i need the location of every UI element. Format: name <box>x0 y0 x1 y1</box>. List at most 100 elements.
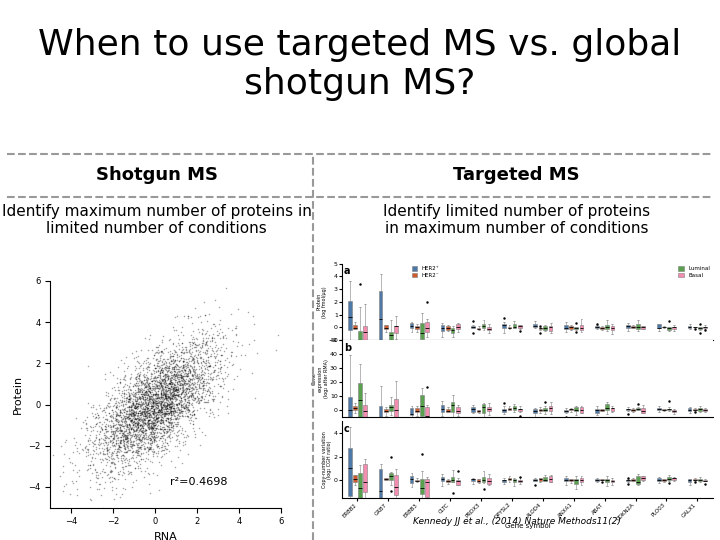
Point <box>99 406 110 415</box>
Point <box>144 415 156 424</box>
Point <box>148 390 159 399</box>
Point <box>162 416 174 425</box>
Point <box>114 421 126 430</box>
Point <box>181 360 193 368</box>
Point <box>145 388 156 396</box>
Point <box>159 416 171 424</box>
Point <box>122 403 133 411</box>
Point <box>92 474 104 483</box>
Point <box>116 417 127 426</box>
Point <box>126 397 138 406</box>
PathPatch shape <box>642 326 645 329</box>
Point <box>202 397 213 406</box>
Point <box>91 420 102 428</box>
Point <box>150 363 161 372</box>
Point <box>215 382 226 390</box>
Point <box>91 427 103 435</box>
Point <box>136 387 148 396</box>
Point <box>159 383 171 391</box>
Point <box>179 366 191 374</box>
Point <box>142 407 153 415</box>
Point <box>114 438 126 447</box>
Point <box>171 361 183 369</box>
Point <box>222 323 233 332</box>
PathPatch shape <box>477 410 480 412</box>
Point <box>135 379 147 388</box>
Point <box>165 346 176 355</box>
Point <box>158 366 169 374</box>
Point <box>137 363 148 372</box>
Point <box>141 363 153 372</box>
Point <box>107 482 118 491</box>
Point <box>102 401 113 410</box>
Point <box>141 404 153 413</box>
Point <box>130 407 142 415</box>
Point <box>164 353 176 362</box>
Point <box>140 411 151 420</box>
Point <box>151 442 163 450</box>
Point <box>83 444 94 453</box>
Point <box>174 406 185 414</box>
Point <box>214 363 225 372</box>
Point <box>143 397 155 406</box>
PathPatch shape <box>672 478 676 480</box>
Point <box>142 395 153 404</box>
Point <box>138 388 149 397</box>
Point <box>153 413 164 422</box>
Point <box>161 394 173 403</box>
Point <box>140 429 151 437</box>
Point <box>156 361 167 369</box>
Point <box>141 365 153 374</box>
Point <box>143 363 155 372</box>
PathPatch shape <box>477 328 480 329</box>
Point <box>139 427 150 435</box>
Point <box>215 382 227 390</box>
Point <box>135 393 146 402</box>
Point <box>122 393 133 401</box>
Point <box>125 409 136 417</box>
Point <box>176 409 188 417</box>
Point <box>122 436 134 444</box>
Point <box>145 419 156 428</box>
Point <box>152 441 163 450</box>
Point <box>102 446 114 454</box>
Point <box>130 393 141 402</box>
Point <box>154 424 166 433</box>
Point <box>180 366 192 375</box>
Point <box>217 374 228 382</box>
Point <box>129 421 140 429</box>
Point <box>158 401 170 410</box>
Point <box>160 411 171 420</box>
Point <box>107 429 119 438</box>
Point <box>129 464 140 472</box>
Point <box>224 358 235 367</box>
Point <box>146 400 158 409</box>
Point <box>151 361 163 369</box>
Point <box>149 423 161 432</box>
Point <box>94 448 106 457</box>
Point <box>90 445 102 454</box>
Point <box>136 401 148 409</box>
Point <box>172 390 184 399</box>
Point <box>102 441 113 449</box>
Point <box>146 438 158 447</box>
Point <box>177 375 189 383</box>
Point <box>114 411 125 420</box>
Point <box>207 395 219 403</box>
Point <box>161 428 173 436</box>
Point <box>222 372 233 381</box>
Point <box>148 433 160 441</box>
Point <box>154 377 166 386</box>
Point <box>148 406 160 414</box>
Point <box>84 461 96 470</box>
Point <box>110 438 122 447</box>
Point <box>140 426 151 434</box>
Point <box>105 423 117 431</box>
Point <box>184 414 196 423</box>
Point <box>88 447 99 455</box>
Point <box>132 369 143 378</box>
Point <box>217 340 229 348</box>
Point <box>136 394 148 402</box>
Point <box>126 408 138 417</box>
Point <box>142 386 153 394</box>
